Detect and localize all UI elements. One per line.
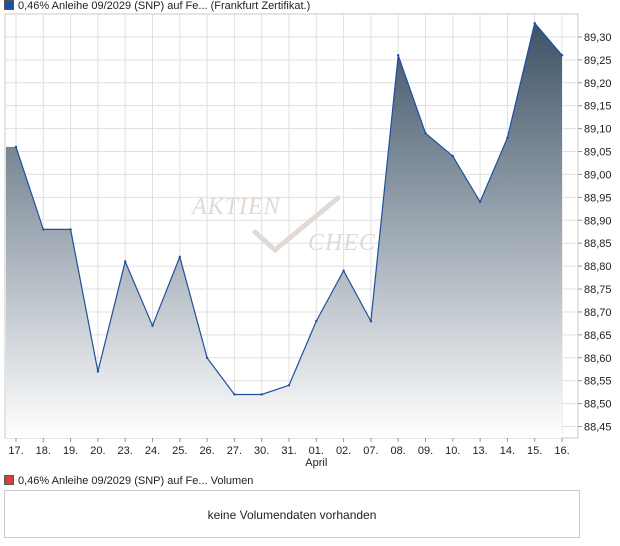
volume-legend: 0,46% Anleihe 09/2029 (SNP) auf Fe... Vo… xyxy=(4,475,253,487)
y-axis: 89,30 89,25 89,20 89,15 89,10 89,05 89,00 88,95… xyxy=(578,32,612,434)
x-tick-label: 31. xyxy=(281,445,296,457)
x-tick-label: 26. xyxy=(199,445,214,457)
x-tick-label: 30. xyxy=(254,445,269,457)
y-tick-label: 89,20 xyxy=(584,78,612,90)
x-tick-label: 23. xyxy=(118,445,133,457)
y-tick-label: 88,45 xyxy=(584,422,612,434)
data-point xyxy=(96,370,100,373)
x-tick-label: 08. xyxy=(391,445,406,457)
x-tick-label: 25. xyxy=(172,445,187,457)
data-point xyxy=(451,154,454,158)
y-tick-label: 88,95 xyxy=(584,192,612,204)
x-tick-label: 13. xyxy=(472,445,487,457)
x-tick-label: 14. xyxy=(500,445,515,457)
data-point xyxy=(560,54,564,57)
y-tick-label: 88,80 xyxy=(584,261,612,273)
data-point xyxy=(69,228,72,231)
y-tick-label: 88,60 xyxy=(584,353,612,365)
data-point xyxy=(205,356,209,359)
data-point xyxy=(424,131,427,135)
data-point xyxy=(178,255,181,259)
y-tick-label: 88,75 xyxy=(584,284,612,296)
x-tick-label: 27. xyxy=(227,445,242,457)
x-tick-label: 10. xyxy=(445,445,460,457)
price-legend: 0,46% Anleihe 09/2029 (SNP) auf Fe... (F… xyxy=(4,0,310,12)
watermark-text-top: AKTIEN xyxy=(190,194,282,220)
data-point xyxy=(260,393,263,396)
data-point xyxy=(287,384,291,387)
data-point xyxy=(506,136,509,139)
data-points xyxy=(14,21,564,396)
data-point xyxy=(151,324,154,327)
x-tick-label: 16. xyxy=(554,445,569,457)
x-tick-label: 18. xyxy=(36,445,51,457)
y-tick-label: 88,65 xyxy=(584,330,612,342)
volume-empty-message: keine Volumendaten vorhanden xyxy=(207,508,377,522)
data-point xyxy=(342,269,345,272)
data-point xyxy=(42,228,45,231)
y-tick-label: 88,70 xyxy=(584,307,612,319)
price-chart: AKTIEN CHECK 89,3089,2589,2089,1589,1089… xyxy=(4,13,612,469)
data-point xyxy=(233,393,236,396)
data-point xyxy=(124,260,127,263)
data-point xyxy=(14,145,18,149)
y-tick-label: 89,30 xyxy=(584,32,612,44)
y-tick-label: 88,50 xyxy=(584,399,612,411)
volume-panel: keine Volumendaten vorhanden xyxy=(4,490,580,538)
x-tick-label: 24. xyxy=(145,445,160,457)
x-tick-label: 02. xyxy=(336,445,351,457)
data-point xyxy=(369,319,373,323)
y-tick-label: 88,85 xyxy=(584,238,612,250)
y-tick-label: 88,90 xyxy=(584,215,612,227)
data-point xyxy=(478,200,482,204)
x-tick-label: 15. xyxy=(527,445,542,457)
x-tick-label: 20. xyxy=(90,445,105,457)
volume-legend-label: 0,46% Anleihe 09/2029 (SNP) auf Fe... Vo… xyxy=(18,475,254,487)
price-legend-swatch xyxy=(4,0,14,10)
x-tick-label: 01. xyxy=(309,445,324,457)
y-tick-label: 89,15 xyxy=(584,101,612,113)
x-axis: 17. 18. 19. 20. 23. 24. 25. 26. 27. 30. 31. 01. 02. 0… xyxy=(8,438,570,469)
x-tick-label: 17. xyxy=(8,445,23,457)
y-tick-label: 89,00 xyxy=(584,169,612,181)
x-tick-label: 19. xyxy=(63,445,78,457)
data-point xyxy=(315,319,318,323)
price-legend-label: 0,46% Anleihe 09/2029 (SNP) auf Fe... (F… xyxy=(18,0,311,12)
volume-legend-swatch xyxy=(4,475,14,485)
y-tick-label: 89,05 xyxy=(584,147,612,159)
data-point xyxy=(397,54,400,57)
y-tick-label: 88,55 xyxy=(584,376,612,388)
y-tick-label: 89,10 xyxy=(584,124,612,136)
watermark-check-icon xyxy=(252,195,341,254)
x-tick-label: 09. xyxy=(418,445,433,457)
x-month-label: April xyxy=(305,457,327,469)
y-tick-label: 89,25 xyxy=(584,55,612,67)
data-point xyxy=(533,21,536,25)
x-tick-label: 07. xyxy=(363,445,378,457)
